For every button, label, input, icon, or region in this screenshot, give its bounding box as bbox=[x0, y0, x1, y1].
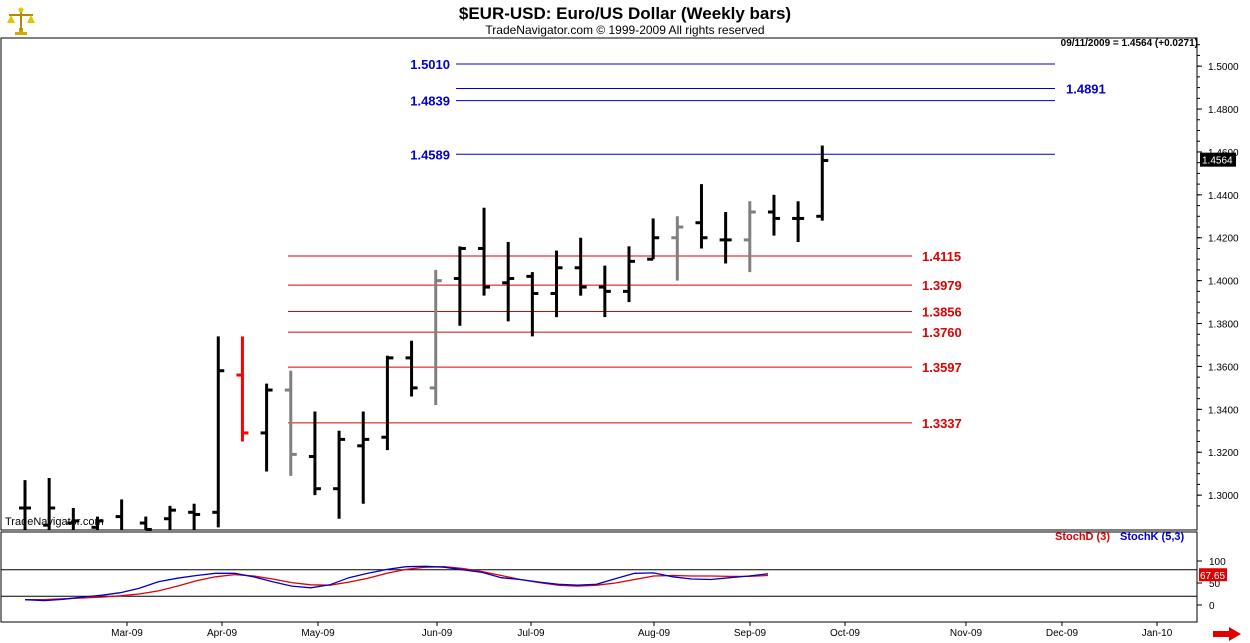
price-bar bbox=[333, 430, 346, 519]
price-bar bbox=[526, 272, 539, 337]
y-tick-label: 1.3400 bbox=[1208, 405, 1239, 416]
support-label: 1.3979 bbox=[922, 278, 962, 293]
support-label: 1.4115 bbox=[922, 249, 961, 264]
x-tick-label: Jan-10 bbox=[1142, 628, 1173, 639]
y-tick-label: 1.4400 bbox=[1208, 191, 1239, 202]
axes: 1.50001.48001.46001.44001.42001.40001.38… bbox=[111, 44, 1239, 639]
price-bar bbox=[139, 516, 152, 531]
stoch-tick-label: 50 bbox=[1209, 579, 1221, 590]
stoch-series-line bbox=[25, 566, 769, 601]
price-bar bbox=[478, 207, 491, 296]
support-label: 1.3597 bbox=[922, 360, 962, 375]
right-arrow-icon[interactable] bbox=[1212, 627, 1242, 641]
price-bar bbox=[792, 201, 805, 243]
y-tick-label: 1.3800 bbox=[1208, 320, 1239, 331]
x-tick-label: Jul-09 bbox=[517, 628, 545, 639]
price-bar bbox=[574, 237, 587, 296]
stoch-last-box bbox=[1199, 568, 1227, 582]
chart-subtitle: TradeNavigator.com © 1999-2009 All right… bbox=[485, 23, 765, 37]
price-bar bbox=[19, 480, 31, 530]
support-label: 1.3337 bbox=[922, 416, 962, 431]
price-bar bbox=[598, 265, 611, 318]
y-tick-label: 1.4000 bbox=[1208, 277, 1239, 288]
legend-stochd: StochD (3) bbox=[1055, 531, 1110, 543]
chart-title: $EUR-USD: Euro/US Dollar (Weekly bars) bbox=[458, 4, 792, 23]
price-bars bbox=[19, 145, 829, 531]
price-readout: 09/11/2009 = 1.4564 (+0.0271) bbox=[1060, 38, 1198, 49]
resistance-label: 1.5010 bbox=[410, 57, 450, 72]
y-tick-label: 1.3200 bbox=[1208, 448, 1239, 459]
price-bar bbox=[429, 269, 442, 406]
price-bar bbox=[695, 184, 708, 249]
watermark: TradeNavigator.com bbox=[5, 516, 104, 528]
last-price-label: 1.4564 bbox=[1202, 156, 1233, 167]
x-tick-label: Jun-09 bbox=[422, 628, 453, 639]
price-bar bbox=[212, 336, 225, 528]
x-tick-label: Nov-09 bbox=[950, 628, 983, 639]
price-bar bbox=[671, 216, 684, 281]
balance-scale-icon[interactable] bbox=[6, 6, 36, 36]
price-bar bbox=[236, 336, 249, 442]
y-tick-label: 1.3600 bbox=[1208, 362, 1239, 373]
support-label: 1.3856 bbox=[922, 305, 962, 320]
x-tick-label: Apr-09 bbox=[207, 628, 237, 639]
price-bar bbox=[502, 242, 515, 322]
resistance-label: 1.4839 bbox=[410, 94, 450, 109]
resistance-label: 1.4891 bbox=[1066, 82, 1106, 97]
last-price-box bbox=[1200, 152, 1236, 167]
y-tick-label: 1.4200 bbox=[1208, 234, 1239, 245]
price-bar bbox=[115, 499, 124, 530]
price-bar bbox=[381, 355, 394, 451]
price-bar bbox=[67, 508, 80, 530]
price-bar bbox=[623, 246, 635, 303]
price-bar bbox=[405, 340, 418, 397]
x-tick-label: May-09 bbox=[301, 628, 335, 639]
x-tick-label: Oct-09 bbox=[830, 628, 860, 639]
stoch-panel-frame bbox=[0, 531, 1198, 623]
price-bar bbox=[453, 246, 466, 326]
support-label: 1.3760 bbox=[922, 325, 962, 340]
price-bar bbox=[647, 218, 660, 261]
price-bar bbox=[284, 370, 297, 476]
price-bar bbox=[188, 503, 201, 530]
price-bar bbox=[357, 411, 370, 504]
legend-stochk: StochK (5,3) bbox=[1120, 531, 1185, 543]
stoch-tick-label: 0 bbox=[1209, 601, 1215, 612]
stochastic-panel: 100 50 0 67.65 bbox=[1, 557, 1227, 612]
y-tick-label: 1.4800 bbox=[1208, 105, 1239, 116]
stoch-last-value: 67.65 bbox=[1200, 571, 1225, 582]
y-tick-label: 1.3000 bbox=[1208, 491, 1239, 502]
x-tick-label: Aug-09 bbox=[638, 628, 671, 639]
price-bar bbox=[43, 477, 56, 530]
x-tick-label: Dec-09 bbox=[1046, 628, 1079, 639]
price-bar bbox=[550, 250, 563, 318]
price-bar bbox=[743, 201, 756, 273]
price-bar bbox=[816, 145, 829, 221]
stoch-tick-label: 100 bbox=[1209, 557, 1226, 568]
support-resistance-levels: 1.5010 1.4839 1.4589 1.4891 1.4115 1.3979 1.38… bbox=[288, 57, 1106, 431]
price-bar bbox=[91, 516, 104, 530]
y-tick-label: 1.5000 bbox=[1208, 62, 1239, 73]
price-bar bbox=[308, 411, 321, 496]
price-bar bbox=[767, 194, 780, 236]
price-panel-frame bbox=[0, 37, 1198, 531]
price-bar bbox=[719, 212, 732, 264]
price-bar bbox=[163, 505, 176, 530]
price-bar bbox=[260, 383, 273, 472]
x-tick-label: Sep-09 bbox=[734, 628, 767, 639]
resistance-label: 1.4589 bbox=[410, 147, 450, 162]
stoch-series-line bbox=[24, 565, 769, 602]
x-tick-label: Mar-09 bbox=[111, 628, 143, 639]
